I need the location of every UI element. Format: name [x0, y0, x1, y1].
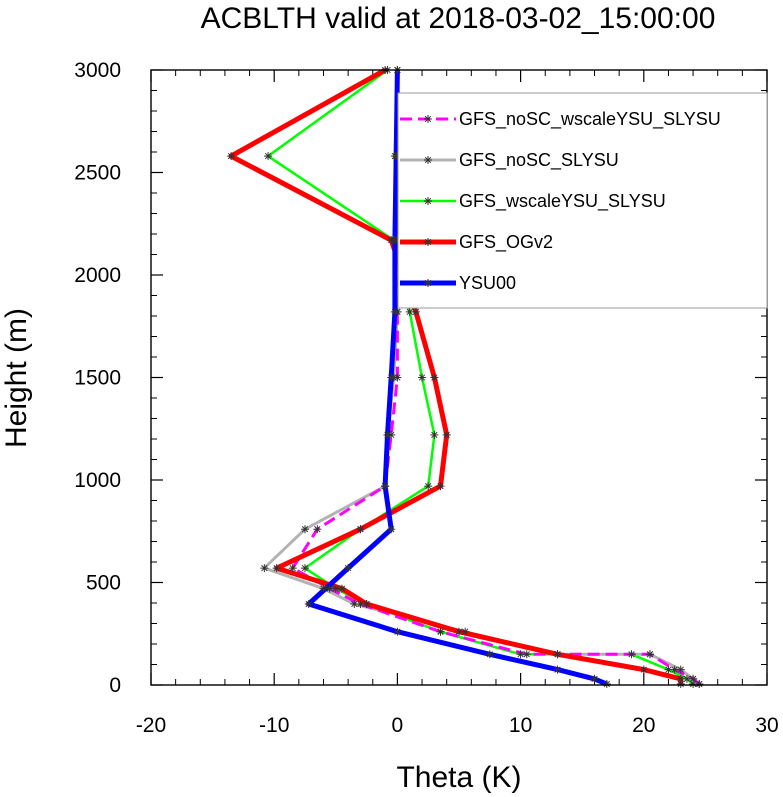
x-tick-label: 10: [509, 714, 532, 737]
data-marker: [424, 156, 432, 164]
y-tick-label: 1000: [74, 469, 121, 492]
y-tick-label: 500: [86, 572, 121, 595]
x-tick-label: 20: [632, 714, 655, 737]
data-marker: [553, 665, 562, 674]
x-tick-label: -10: [259, 714, 289, 737]
data-marker: [424, 482, 433, 491]
data-marker: [264, 152, 273, 161]
data-marker: [676, 674, 685, 683]
legend-entry: GFS_noSC_SLYSU: [400, 150, 619, 171]
data-marker: [430, 373, 439, 382]
data-marker: [304, 600, 313, 609]
data-marker: [639, 665, 648, 674]
data-marker: [676, 679, 685, 688]
data-marker: [288, 564, 297, 573]
data-marker: [424, 197, 432, 205]
y-tick-label: 3000: [74, 59, 121, 82]
y-tick-label: 2000: [74, 264, 121, 287]
data-marker: [337, 584, 346, 593]
data-marker: [272, 564, 281, 573]
legend-label: YSU00: [459, 273, 516, 293]
data-marker: [411, 307, 420, 316]
data-marker: [695, 679, 704, 688]
legend-entry: GFS_wscaleYSU_SLYSU: [400, 191, 666, 212]
data-marker: [602, 679, 611, 688]
data-marker: [383, 430, 392, 439]
y-tick-label: 1500: [74, 367, 121, 390]
x-axis-label: Theta (K): [396, 761, 521, 794]
data-marker: [627, 650, 636, 659]
data-marker: [356, 600, 365, 609]
data-marker: [436, 482, 445, 491]
chart-title: ACBLTH valid at 2018-03-02_15:00:00: [201, 2, 716, 35]
data-marker: [362, 600, 371, 609]
y-tick-label: 2500: [74, 162, 121, 185]
data-marker: [553, 650, 562, 659]
y-axis-label: Height (m): [0, 308, 33, 448]
data-marker: [418, 373, 427, 382]
data-marker: [689, 674, 698, 683]
legend: GFS_noSC_wscaleYSU_SLYSU GFS_noSC_SLYSU GF…: [397, 92, 768, 309]
y-tick-label: 0: [109, 674, 121, 697]
data-marker: [390, 307, 399, 316]
data-marker: [430, 430, 439, 439]
data-marker: [313, 525, 322, 534]
plot-frame: [150, 69, 768, 686]
legend-label: GFS_noSC_wscaleYSU_SLYSU: [459, 109, 721, 130]
data-marker: [344, 564, 353, 573]
data-marker: [393, 627, 402, 636]
data-marker: [670, 665, 679, 674]
data-marker: [645, 650, 654, 659]
x-tick-label: -20: [136, 714, 166, 737]
legend-label: GFS_noSC_SLYSU: [459, 150, 619, 171]
data-marker: [405, 307, 414, 316]
legend-entry: GFS_noSC_wscaleYSU_SLYSU: [400, 109, 721, 130]
data-marker: [350, 600, 359, 609]
data-marker: [393, 373, 402, 382]
data-marker: [485, 650, 494, 659]
data-marker: [387, 373, 396, 382]
x-tick-label: 30: [755, 714, 778, 737]
data-marker: [227, 152, 236, 161]
data-marker: [424, 115, 432, 123]
legend-box: [397, 92, 768, 309]
legend-label: GFS_OGv2: [459, 232, 553, 253]
data-marker: [442, 430, 451, 439]
data-marker: [381, 482, 390, 491]
data-marker: [325, 584, 334, 593]
data-marker: [424, 238, 432, 246]
data-marker: [522, 650, 531, 659]
legend-label: GFS_wscaleYSU_SLYSU: [459, 191, 666, 212]
data-marker: [590, 674, 599, 683]
data-marker: [387, 525, 396, 534]
data-marker: [676, 665, 685, 674]
tick-labels: -20 -10 0 10 20 30 0 500 1000 1500 2000 2500 3000: [74, 59, 778, 737]
legend-entry: YSU00: [400, 273, 516, 293]
data-marker: [436, 627, 445, 636]
data-marker: [301, 564, 309, 573]
data-marker: [260, 564, 269, 573]
legend-entry: GFS_OGv2: [400, 232, 553, 253]
data-marker: [516, 650, 525, 659]
data-marker: [455, 627, 463, 636]
data-marker: [424, 279, 432, 287]
data-marker: [356, 525, 365, 534]
x-tick-label: 0: [392, 714, 404, 737]
data-marker: [301, 525, 309, 534]
